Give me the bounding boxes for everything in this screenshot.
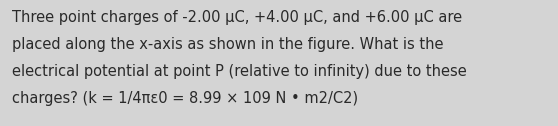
Text: Three point charges of -2.00 μC, +4.00 μC, and +6.00 μC are: Three point charges of -2.00 μC, +4.00 μ… (12, 10, 462, 25)
Text: charges? (k = 1/4πε0 = 8.99 × 109 N • m2/C2): charges? (k = 1/4πε0 = 8.99 × 109 N • m2… (12, 91, 358, 106)
Text: placed along the x-axis as shown in the figure. What is the: placed along the x-axis as shown in the … (12, 37, 444, 52)
Text: electrical potential at point P (relative to infinity) due to these: electrical potential at point P (relativ… (12, 64, 466, 79)
